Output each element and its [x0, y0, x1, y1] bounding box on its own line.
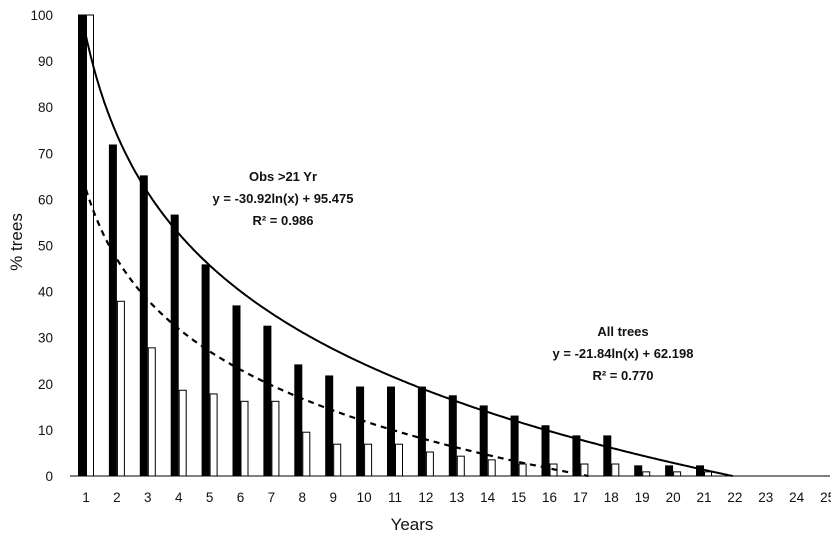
- bar-all-trees: [456, 455, 465, 477]
- bar-obs: [325, 375, 334, 477]
- x-tick-label: 18: [604, 490, 619, 505]
- bar-all-trees: [487, 459, 496, 477]
- bar-obs: [634, 465, 643, 477]
- x-tick-label: 23: [758, 490, 773, 505]
- annotation-all-equation: y = -21.84ln(x) + 62.198: [553, 346, 694, 361]
- annotation-all-title: All trees: [597, 324, 648, 339]
- bar-all-trees: [364, 443, 373, 477]
- bar-obs: [665, 465, 674, 477]
- x-tick-label: 20: [666, 490, 681, 505]
- x-tick-label: 25: [820, 490, 831, 505]
- y-tick-label: 0: [45, 469, 53, 484]
- bar-all-trees: [178, 389, 187, 477]
- bar-obs: [417, 386, 426, 477]
- trendline-obs: [85, 35, 733, 477]
- annotation-obs-r2: R² = 0.986: [252, 213, 313, 228]
- y-tick-label: 70: [38, 146, 53, 161]
- x-tick-label: 5: [206, 490, 214, 505]
- bar-all-trees: [86, 14, 94, 477]
- bar-obs: [201, 264, 210, 477]
- bars-layer: [78, 14, 712, 477]
- y-tick-label: 50: [38, 239, 53, 254]
- x-tick-label: 15: [511, 490, 526, 505]
- y-tick-label: 10: [38, 423, 53, 438]
- trendline-annotation-all: All trees y = -21.84ln(x) + 62.198 R² = …: [553, 324, 694, 383]
- bar-obs: [139, 175, 148, 477]
- bar-all-trees: [116, 300, 125, 477]
- bar-all-trees: [673, 471, 682, 477]
- x-tick-label: 6: [237, 490, 245, 505]
- y-tick-label: 80: [38, 100, 53, 115]
- bar-all-trees: [395, 443, 403, 477]
- y-tick-label: 90: [38, 54, 53, 69]
- x-tick-label: 1: [82, 490, 90, 505]
- bar-obs: [294, 364, 303, 477]
- x-tick-label: 17: [573, 490, 588, 505]
- x-tick-label: 19: [635, 490, 650, 505]
- x-tick-label: 14: [480, 490, 496, 505]
- bar-obs: [232, 305, 241, 477]
- bar-all-trees: [271, 400, 280, 477]
- trendline-all-trees: [84, 188, 589, 478]
- bar-obs: [263, 325, 272, 477]
- bar-all-trees: [302, 431, 311, 477]
- x-tick-label: 9: [329, 490, 337, 505]
- x-tick-label: 22: [727, 490, 742, 505]
- x-tick-label: 11: [388, 490, 402, 505]
- annotation-obs-equation: y = -30.92ln(x) + 95.475: [213, 191, 354, 206]
- bar-obs: [356, 386, 365, 477]
- y-tick-labels: 0 10 20 30 40 50 60 70 80 90 100: [30, 8, 53, 484]
- bar-obs: [479, 405, 488, 477]
- y-tick-label: 40: [38, 285, 53, 300]
- x-tick-labels: 1 2 3 4 5 6 7 8 9 10 11 12 13 14 15 16 17 18 19 20 21 22 23 24 2…: [82, 490, 831, 505]
- bar-obs: [78, 14, 86, 477]
- x-tick-label: 3: [144, 490, 152, 505]
- x-tick-label: 12: [418, 490, 433, 505]
- bar-all-trees: [642, 471, 651, 477]
- bar-all-trees: [209, 393, 218, 477]
- trendlines-layer: [84, 35, 733, 478]
- bar-obs: [170, 214, 179, 477]
- x-tick-label: 21: [696, 490, 711, 505]
- bar-all-trees: [611, 463, 620, 477]
- y-tick-label: 100: [30, 8, 53, 23]
- bar-all-trees: [425, 451, 434, 477]
- annotation-obs-title: Obs >21 Yr: [249, 169, 317, 184]
- x-tick-label: 7: [268, 490, 276, 505]
- y-tick-label: 60: [38, 192, 53, 207]
- x-tick-label: 13: [449, 490, 464, 505]
- x-axis-title: Years: [391, 515, 434, 534]
- bar-all-trees: [147, 347, 156, 477]
- x-tick-label: 24: [789, 490, 805, 505]
- x-tick-label: 10: [357, 490, 372, 505]
- x-tick-label: 8: [299, 490, 307, 505]
- x-tick-label: 16: [542, 490, 557, 505]
- bar-obs: [510, 415, 519, 477]
- y-tick-label: 20: [38, 377, 53, 392]
- bar-all-trees: [518, 463, 527, 477]
- trendline-annotation-obs: Obs >21 Yr y = -30.92ln(x) + 95.475 R² =…: [213, 169, 354, 228]
- annotation-all-r2: R² = 0.770: [592, 368, 653, 383]
- bar-obs: [603, 435, 612, 477]
- bar-all-trees: [240, 400, 249, 477]
- x-tick-label: 4: [175, 490, 183, 505]
- bar-obs: [696, 465, 704, 477]
- bar-all-trees: [333, 443, 342, 477]
- y-axis-title: % trees: [7, 213, 26, 271]
- bar-obs: [387, 386, 395, 477]
- bar-obs: [572, 435, 581, 477]
- x-tick-label: 2: [113, 490, 121, 505]
- bar-obs: [108, 144, 117, 477]
- y-tick-label: 30: [38, 331, 53, 346]
- bar-obs: [448, 395, 457, 477]
- bar-all-trees: [704, 471, 712, 477]
